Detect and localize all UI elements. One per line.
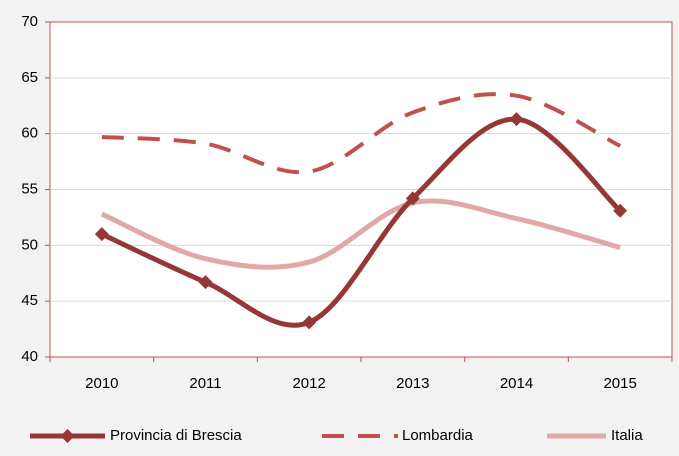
x-tick-label: 2011 (189, 375, 221, 392)
x-tick-label: 2015 (603, 375, 636, 392)
y-tick-label: 50 (21, 236, 38, 253)
marker (302, 315, 317, 330)
x-tick-label: 2014 (500, 375, 533, 392)
x-tick-label: 2010 (85, 375, 118, 392)
y-tick-label: 45 (21, 292, 38, 309)
marker (94, 227, 109, 242)
marker (198, 275, 213, 290)
legend-label: Provincia di Brescia (110, 427, 242, 444)
marker (405, 191, 420, 206)
y-tick-label: 60 (21, 125, 38, 142)
line-series (100, 198, 621, 270)
y-tick-label: 40 (21, 348, 38, 365)
y-tick-label: 55 (21, 180, 38, 197)
legend-label: Lombardia (402, 427, 474, 444)
line-series (101, 92, 622, 175)
y-tick-label: 65 (21, 69, 38, 86)
legend-label: Italia (611, 427, 643, 444)
marker (613, 203, 628, 218)
marker (509, 112, 524, 127)
legend-marker (60, 429, 75, 443)
x-tick-label: 2013 (396, 375, 429, 392)
x-tick-label: 2012 (292, 375, 325, 392)
y-tick-label: 70 (21, 13, 38, 30)
